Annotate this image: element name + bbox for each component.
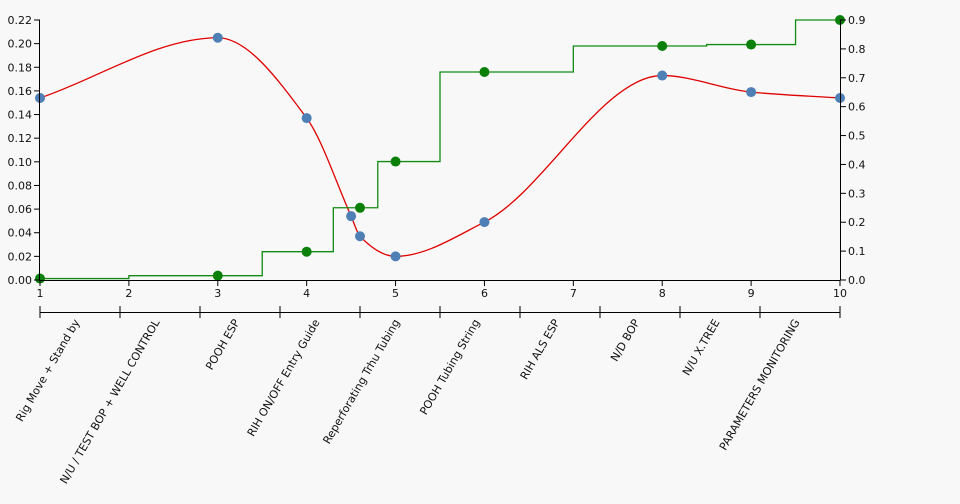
- series-1-point-3: [355, 202, 365, 213]
- y-left-tick-label-7: 0.14: [8, 109, 33, 122]
- category-label-7: N/D BOP: [608, 317, 643, 364]
- x-tick-label-5: 6: [481, 287, 488, 300]
- series-0-point-7: [657, 70, 668, 81]
- y-right-tick-label-1: 0.1: [848, 245, 866, 258]
- series-points: [35, 15, 845, 284]
- category-label-2: POOH ESP: [203, 317, 243, 373]
- series-1-point-5: [479, 67, 490, 77]
- y-right-tick-label-5: 0.5: [848, 130, 866, 143]
- y-right-tick-label-8: 0.8: [848, 43, 866, 56]
- y-left-tick-label-3: 0.06: [8, 203, 33, 216]
- y-right-tick-label-9: 0.9: [848, 14, 866, 27]
- series-0-point-8: [746, 87, 757, 98]
- y-left-tick-label-11: 0.22: [8, 14, 33, 27]
- y-left-tick-label-10: 0.20: [8, 38, 33, 51]
- x-tick-label-4: 5: [392, 287, 399, 300]
- axes: 1 2 3 4 5 6 7 8 9 10 0.00 0.02 0.04 0.06 0.08 0.10 0.12 0…: [8, 14, 866, 300]
- y-right-tick-label-4: 0.4: [848, 158, 866, 171]
- y-left-tick-label-6: 0.12: [8, 132, 33, 145]
- category-label-0: Rig Move + Stand by: [13, 317, 82, 424]
- series-0-point-3: [346, 211, 357, 222]
- x-tick-label-8: 9: [748, 287, 755, 300]
- category-label-1: N/U / TEST BOP + WELL CONTROL: [57, 316, 163, 486]
- y-right-tick-label-0: 0.0: [848, 274, 866, 287]
- category-label-5: POOH Tubing String: [417, 317, 482, 417]
- x-tick-label-3: 4: [303, 287, 310, 300]
- y-right-tick-label-2: 0.2: [848, 216, 866, 229]
- category-label-8: N/U X.TREE: [680, 317, 723, 378]
- y-left-tick-label-5: 0.10: [8, 156, 33, 169]
- series-1-point-2: [301, 246, 312, 257]
- series-0-point-5: [390, 251, 401, 262]
- x-tick-label-0: 1: [37, 287, 44, 300]
- y-left-tick-label-2: 0.04: [8, 227, 33, 240]
- series-0-point-2: [301, 113, 312, 124]
- series-0-point-4: [355, 231, 365, 242]
- series-1-point-1: [212, 270, 223, 281]
- x-tick-label-1: 2: [125, 287, 132, 300]
- series-1-line: [40, 19, 840, 280]
- y-left-tick-label-4: 0.08: [8, 179, 33, 192]
- series-1-point-4: [390, 156, 401, 167]
- series-0-point-1: [212, 32, 223, 43]
- series-lines: [39, 19, 841, 280]
- x-tick-label-7: 8: [659, 287, 666, 300]
- x-tick-label-6: 7: [570, 287, 577, 300]
- category-label-6: RIH ALS ESP: [518, 317, 563, 382]
- series-1-point-7: [746, 39, 757, 50]
- y-right-tick-label-7: 0.7: [848, 72, 866, 85]
- category-label-4: Reperforating Trhu Tubing: [320, 317, 402, 446]
- y-right-tick-label-3: 0.3: [848, 187, 866, 200]
- x-tick-label-2: 3: [214, 287, 221, 300]
- y-left-tick-label-9: 0.18: [8, 61, 33, 74]
- category-axis: Rig Move + Stand byN/U / TEST BOP + WELL…: [13, 306, 841, 486]
- series-1-point-6: [657, 41, 668, 51]
- series-0-point-6: [479, 217, 490, 228]
- y-right-tick-label-6: 0.6: [848, 101, 866, 114]
- y-left-tick-label-1: 0.02: [8, 250, 33, 263]
- x-tick-label-9: 10: [833, 287, 847, 300]
- category-label-9: PARAMETERS MONITORING: [717, 317, 803, 453]
- series-0-line: [39, 37, 841, 258]
- y-left-tick-label-0: 0.00: [8, 274, 33, 287]
- y-left-tick-label-8: 0.16: [8, 85, 33, 98]
- category-label-3: RIH ON/OFF Entry Guide: [245, 317, 323, 439]
